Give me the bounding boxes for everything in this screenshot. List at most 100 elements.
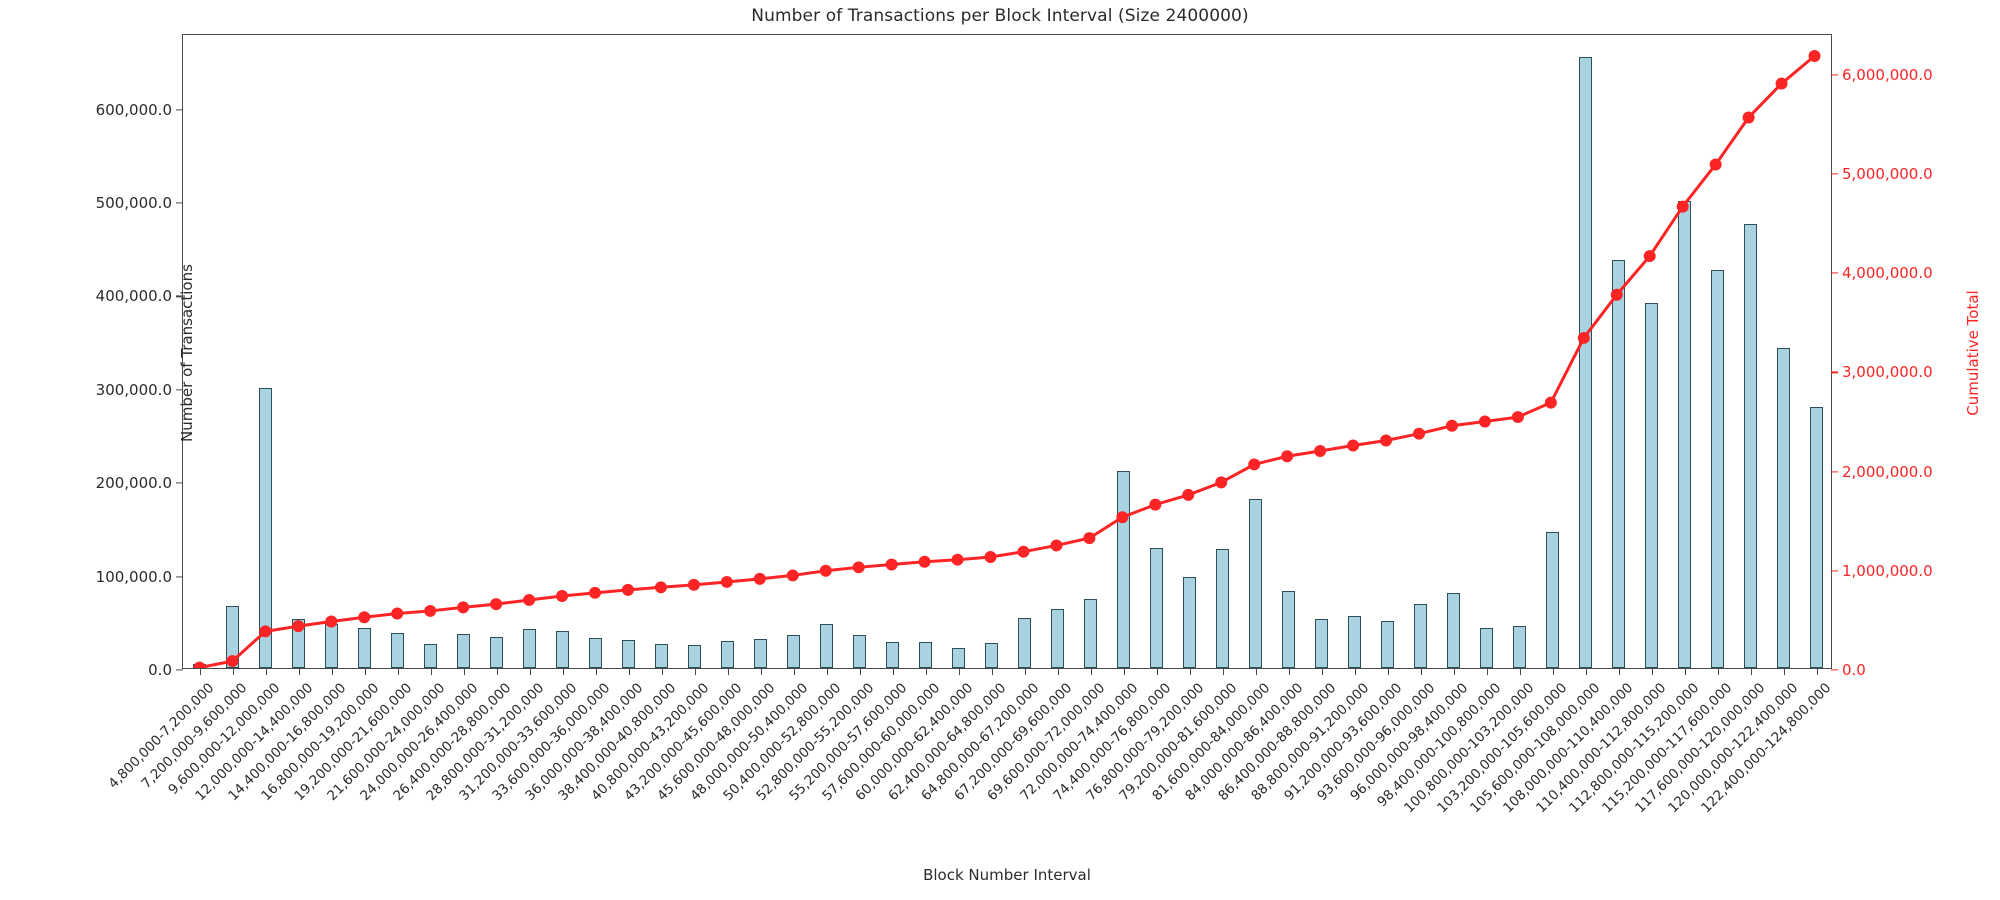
x-tick-mark: [1189, 668, 1191, 675]
bar[interactable]: [489, 637, 504, 668]
x-tick-mark: [1486, 668, 1488, 675]
x-tick-mark: [826, 668, 828, 675]
bar[interactable]: [1776, 347, 1791, 668]
x-tick-mark: [1321, 668, 1323, 675]
bar[interactable]: [1182, 576, 1197, 668]
x-tick-mark: [1387, 668, 1389, 675]
bar[interactable]: [1050, 609, 1065, 668]
y-axis-right-title-text: Cumulative Total: [1964, 289, 1982, 416]
x-tick-mark: [1090, 668, 1092, 675]
y-tick-left: 200,000.0: [96, 474, 183, 492]
x-tick-mark: [628, 668, 630, 675]
bar[interactable]: [324, 624, 339, 668]
bar[interactable]: [1380, 621, 1395, 668]
bar[interactable]: [357, 627, 372, 668]
bars-layer: [183, 35, 1831, 668]
bar[interactable]: [456, 634, 471, 668]
x-tick-mark: [1585, 668, 1587, 675]
bar[interactable]: [1413, 603, 1428, 668]
x-tick-mark: [496, 668, 498, 675]
y-tick-left: 300,000.0: [96, 381, 183, 399]
bar[interactable]: [1578, 57, 1593, 668]
bar[interactable]: [1512, 625, 1527, 668]
x-tick-mark: [1057, 668, 1059, 675]
bar[interactable]: [522, 628, 537, 668]
y-tick-left: 0.0: [148, 661, 183, 679]
bar[interactable]: [1677, 201, 1692, 668]
x-tick-mark: [331, 668, 333, 675]
bar[interactable]: [753, 639, 768, 668]
bar[interactable]: [786, 635, 801, 668]
x-tick-mark: [958, 668, 960, 675]
bar[interactable]: [291, 618, 306, 668]
bar[interactable]: [1248, 498, 1263, 668]
bar[interactable]: [423, 643, 438, 668]
x-tick-mark: [727, 668, 729, 675]
bar[interactable]: [390, 632, 405, 668]
bar[interactable]: [687, 644, 702, 668]
y-tick-right: 3,000,000.0: [1831, 363, 1933, 381]
y-tick-right: 5,000,000.0: [1831, 165, 1933, 183]
y-tick-left: 100,000.0: [96, 568, 183, 586]
bar[interactable]: [984, 642, 999, 668]
x-tick-mark: [1816, 668, 1818, 675]
y-tick-left: 400,000.0: [96, 287, 183, 305]
bar[interactable]: [1083, 598, 1098, 668]
x-tick-mark: [1618, 668, 1620, 675]
y-tick-right: 6,000,000.0: [1831, 66, 1933, 84]
bar[interactable]: [1545, 531, 1560, 668]
x-tick-mark: [859, 668, 861, 675]
bar[interactable]: [1116, 470, 1131, 668]
bar[interactable]: [1215, 549, 1230, 668]
y-tick-left: 600,000.0: [96, 101, 183, 119]
bar[interactable]: [852, 635, 867, 668]
x-tick-mark: [397, 668, 399, 675]
x-tick-mark: [925, 668, 927, 675]
x-tick-mark: [793, 668, 795, 675]
bar[interactable]: [951, 648, 966, 668]
bar[interactable]: [555, 630, 570, 668]
bar[interactable]: [621, 640, 636, 668]
bar[interactable]: [819, 624, 834, 668]
y-tick-left: 500,000.0: [96, 194, 183, 212]
x-tick-mark: [595, 668, 597, 675]
bar[interactable]: [1644, 302, 1659, 668]
bar[interactable]: [1017, 617, 1032, 668]
bar[interactable]: [1281, 590, 1296, 668]
bar[interactable]: [885, 641, 900, 668]
x-tick-mark: [1222, 668, 1224, 675]
x-tick-mark: [1684, 668, 1686, 675]
bar[interactable]: [1479, 627, 1494, 668]
bar[interactable]: [918, 641, 933, 668]
x-tick-mark: [364, 668, 366, 675]
bar[interactable]: [1611, 259, 1626, 668]
bar[interactable]: [1314, 618, 1329, 668]
y-tick-right: 4,000,000.0: [1831, 264, 1933, 282]
bar[interactable]: [1446, 593, 1461, 668]
plot-area: Number of Transactions Cumulative Total …: [96, 34, 1982, 816]
x-tick-mark: [1255, 668, 1257, 675]
bar[interactable]: [720, 640, 735, 668]
x-tick-mark: [1519, 668, 1521, 675]
bar[interactable]: [1809, 407, 1824, 668]
x-tick-mark: [1552, 668, 1554, 675]
x-tick-mark: [1288, 668, 1290, 675]
x-tick-mark: [232, 668, 234, 675]
bar[interactable]: [1710, 270, 1725, 668]
x-tick-mark: [298, 668, 300, 675]
y-axis-right-title: Cumulative Total: [1961, 35, 1985, 670]
x-axis-title: Block Number Interval: [923, 866, 1091, 884]
bar[interactable]: [654, 643, 669, 668]
bar[interactable]: [225, 606, 240, 668]
x-tick-mark: [1156, 668, 1158, 675]
bar[interactable]: [1347, 615, 1362, 668]
x-tick-mark: [430, 668, 432, 675]
x-tick-mark: [562, 668, 564, 675]
bar[interactable]: [1149, 548, 1164, 668]
x-tick-mark: [892, 668, 894, 675]
bar[interactable]: [1743, 224, 1758, 668]
x-tick-mark: [463, 668, 465, 675]
x-tick-mark: [1123, 668, 1125, 675]
bar[interactable]: [588, 638, 603, 668]
bar[interactable]: [258, 387, 273, 668]
